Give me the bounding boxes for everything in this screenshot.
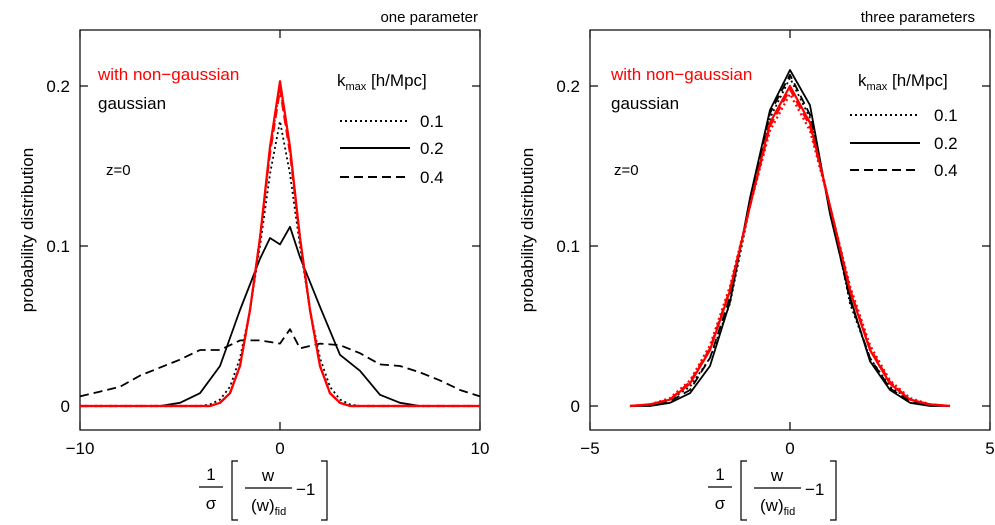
y-axis-label: probability distribution — [518, 148, 537, 312]
y-tick-label: 0 — [61, 397, 70, 416]
legend-non-gaussian: with non−gaussian — [610, 65, 752, 84]
legend-header-kmax: kmax [h/Mpc] — [858, 71, 948, 93]
chart-title: one parameter — [380, 9, 478, 26]
legend-label-0.2: 0.2 — [420, 139, 444, 158]
x-label-minus-one: −1 — [296, 480, 315, 499]
x-tick-label: −5 — [580, 439, 599, 458]
series-line-non-gaussian-kmax-0.2 — [629, 84, 951, 408]
y-tick-label: 0 — [571, 397, 580, 416]
redshift-annotation: z=0 — [614, 162, 639, 179]
chart-panel-one-parameter: one parameter −10 0 10 0 0.1 0.2 probability … — [18, 9, 490, 521]
x-label-inner-num: w — [770, 466, 784, 485]
series-line-non-gaussian-kmax-0.1 — [629, 92, 951, 408]
x-axis-label: 1 σ w (w)fid −1 — [199, 460, 328, 521]
legend-label-0.1: 0.1 — [934, 106, 958, 125]
y-tick-label: 0.2 — [46, 77, 70, 96]
y-tick-label: 0.2 — [556, 77, 580, 96]
y-axis-label: probability distribution — [18, 148, 37, 312]
x-tick-label: 10 — [471, 439, 490, 458]
x-label-inner-den: (w)fid — [251, 496, 286, 518]
legend-label-0.1: 0.1 — [420, 112, 444, 131]
legend-header-kmax: kmax [h/Mpc] — [337, 71, 427, 93]
legend-label-0.2: 0.2 — [934, 134, 958, 153]
series-line-gaussian-kmax-0.4 — [79, 328, 481, 398]
series-line-gaussian-kmax-0.1 — [629, 77, 951, 407]
x-axis-label: 1 σ w (w)fid −1 — [708, 460, 837, 521]
series-line-gaussian-kmax-0.2 — [630, 69, 950, 407]
x-label-inner-den: (w)fid — [760, 496, 795, 518]
x-label-minus-one: −1 — [805, 480, 824, 499]
redshift-annotation: z=0 — [106, 162, 131, 179]
x-label-frac-num: 1 — [715, 465, 724, 484]
x-label-frac-num: 1 — [206, 465, 215, 484]
legend-gaussian: gaussian — [98, 94, 166, 113]
legend-label-0.4: 0.4 — [934, 161, 958, 180]
chart-title: three parameters — [861, 9, 975, 26]
series-line-gaussian-kmax-0.4 — [629, 73, 951, 407]
y-tick-label: 0.1 — [556, 237, 580, 256]
legend-non-gaussian: with non−gaussian — [97, 65, 239, 84]
series-layer — [629, 69, 951, 408]
series-line-non-gaussian-kmax-0.4 — [80, 88, 480, 408]
series-line-gaussian-kmax-0.2 — [80, 225, 480, 407]
series-line-non-gaussian-kmax-0.1 — [80, 84, 480, 408]
x-label-inner-num: w — [261, 466, 275, 485]
legend-gaussian: gaussian — [611, 94, 679, 113]
series-line-gaussian-kmax-0.1 — [80, 120, 480, 407]
x-tick-label: −10 — [66, 439, 95, 458]
y-tick-label: 0.1 — [46, 237, 70, 256]
x-label-frac-den: σ — [206, 494, 217, 513]
x-tick-label: 0 — [785, 439, 794, 458]
axis-ticks: −5 0 5 0 0.1 0.2 — [556, 30, 995, 458]
series-layer — [79, 80, 481, 408]
series-line-non-gaussian-kmax-0.4 — [629, 88, 951, 408]
x-tick-label: 0 — [275, 439, 284, 458]
x-tick-label: 5 — [985, 439, 994, 458]
x-label-frac-den: σ — [715, 494, 726, 513]
legend-label-0.4: 0.4 — [420, 168, 444, 187]
chart-panel-three-parameters: three parameters −5 0 5 0 0.1 0.2 probability… — [518, 9, 995, 521]
